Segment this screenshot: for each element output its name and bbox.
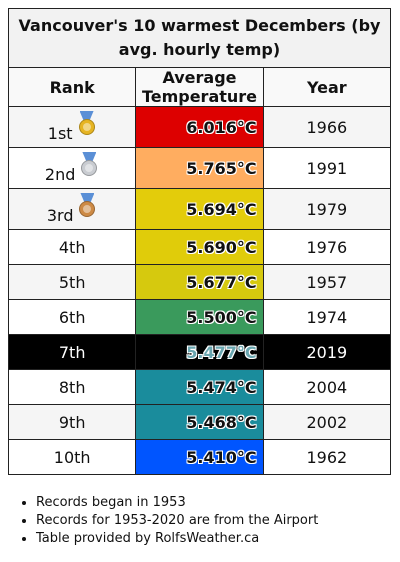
rank-label: 1st	[47, 124, 73, 143]
rank-content: 1st	[48, 111, 97, 143]
rank-cell: 2nd	[7, 147, 137, 189]
rank-cell: 10th	[7, 439, 137, 475]
rank-label: 2nd	[44, 165, 76, 184]
temperature-cell: 5.690°C	[135, 229, 264, 265]
note-item: Records began in 1953	[36, 494, 318, 512]
bronze-medal-icon	[77, 193, 97, 219]
temperature-cell: 5.410°C	[135, 439, 264, 475]
rank-label: 9th	[58, 412, 86, 432]
year-cell: 1979	[262, 188, 392, 230]
rank-content: 10th	[53, 447, 91, 467]
table-row: 3rd 5.694°C 1979	[7, 188, 392, 230]
silver-medal-icon	[79, 152, 99, 178]
rank-label: 10th	[53, 447, 91, 467]
rank-content: 9th	[58, 412, 86, 432]
rank-content: 7th	[58, 342, 86, 362]
temperature-cell: 6.016°C	[135, 106, 264, 148]
table-row: 10th 5.410°C 1962	[7, 439, 392, 475]
temperature-cell: 5.468°C	[135, 404, 264, 440]
rank-label: 6th	[58, 307, 86, 327]
note-item: Records for 1953-2020 are from the Airpo…	[36, 512, 318, 530]
rank-cell: 8th	[7, 369, 137, 405]
table-body: 1st 6.016°C 1966 2nd 5.765°C 1991 3rd 5.694°C 19…	[7, 106, 392, 475]
year-cell: 2019	[262, 334, 392, 370]
year-cell: 1962	[262, 439, 392, 475]
rank-header: Rank	[7, 67, 137, 107]
table-row: 9th 5.468°C 2002	[7, 404, 392, 440]
table-row: 1st 6.016°C 1966	[7, 106, 392, 148]
records-table-container: Vancouver's 10 warmest Decembers (by avg…	[7, 8, 392, 475]
rank-content: 8th	[58, 377, 86, 397]
warmest-decembers-table: Vancouver's 10 warmest Decembers (by avg…	[7, 8, 392, 475]
header-row: Rank Average Temperature Year	[7, 67, 392, 107]
year-cell: 1976	[262, 229, 392, 265]
table-row: 2nd 5.765°C 1991	[7, 147, 392, 189]
notes-list: Records began in 1953 Records for 1953-2…	[12, 494, 318, 548]
table-title: Vancouver's 10 warmest Decembers (by avg…	[8, 8, 391, 68]
year-cell: 2004	[262, 369, 392, 405]
table-row: 8th 5.474°C 2004	[7, 369, 392, 405]
year-header: Year	[262, 67, 392, 107]
rank-cell: 4th	[7, 229, 137, 265]
table-row: 7th 5.477°C 2019	[7, 334, 392, 370]
rank-content: 2nd	[45, 152, 99, 184]
year-cell: 1957	[262, 264, 392, 300]
rank-cell: 1st	[7, 106, 137, 148]
rank-content: 6th	[58, 307, 86, 327]
table-row: 5th 5.677°C 1957	[7, 264, 392, 300]
note-item: Table provided by RolfsWeather.ca	[36, 530, 318, 548]
rank-content: 5th	[58, 272, 86, 292]
temperature-cell: 5.694°C	[135, 188, 264, 230]
table-row: 4th 5.690°C 1976	[7, 229, 392, 265]
temperature-cell: 5.677°C	[135, 264, 264, 300]
temperature-cell: 5.765°C	[135, 147, 264, 189]
notes-section: Records began in 1953 Records for 1953-2…	[12, 494, 318, 548]
temperature-header: Average Temperature	[135, 67, 264, 107]
year-cell: 1966	[262, 106, 392, 148]
year-cell: 1991	[262, 147, 392, 189]
gold-medal-icon	[77, 111, 97, 137]
rank-cell: 7th	[7, 334, 137, 370]
rank-cell: 5th	[7, 264, 137, 300]
temperature-cell: 5.477°C	[135, 334, 264, 370]
rank-label: 8th	[58, 377, 86, 397]
year-cell: 2002	[262, 404, 392, 440]
year-cell: 1974	[262, 299, 392, 335]
rank-cell: 3rd	[7, 188, 137, 230]
temperature-cell: 5.474°C	[135, 369, 264, 405]
temperature-cell: 5.500°C	[135, 299, 264, 335]
rank-content: 4th	[58, 237, 86, 257]
rank-content: 3rd	[47, 193, 98, 225]
rank-label: 4th	[58, 237, 86, 257]
rank-label: 7th	[58, 342, 86, 362]
table-row: 6th 5.500°C 1974	[7, 299, 392, 335]
rank-label: 3rd	[46, 206, 74, 225]
rank-cell: 9th	[7, 404, 137, 440]
rank-cell: 6th	[7, 299, 137, 335]
rank-label: 5th	[58, 272, 86, 292]
